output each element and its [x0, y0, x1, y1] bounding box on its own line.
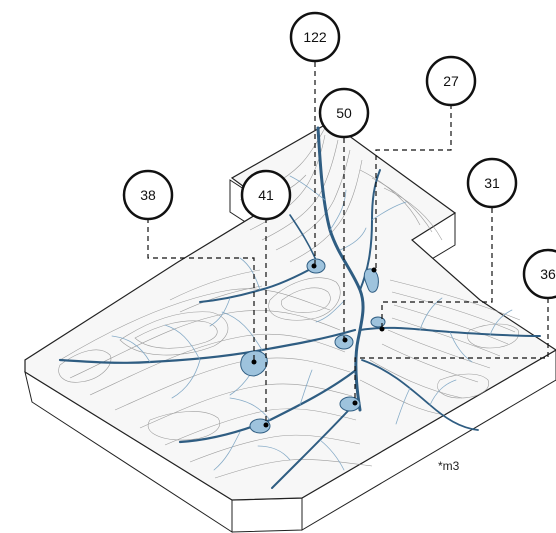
- west-branch: [58, 328, 357, 364]
- pond-2: [363, 268, 379, 293]
- unit-label: *m3: [438, 459, 460, 473]
- pond-marker: [263, 422, 269, 428]
- pond-marker: [379, 326, 385, 332]
- callout-label: 27: [443, 73, 459, 89]
- callout-label: 31: [484, 175, 500, 191]
- callout-label: 36: [540, 266, 556, 282]
- callout-label: 38: [140, 187, 156, 203]
- callout-36: 36: [522, 248, 556, 300]
- callout-label: 122: [303, 29, 327, 45]
- callout-31: 31: [466, 157, 518, 209]
- contour-lines: [58, 127, 521, 479]
- main-channel: [316, 126, 365, 412]
- block-front-wall: [231, 497, 303, 533]
- callout-label: 50: [336, 105, 352, 121]
- leader-38: [147, 218, 255, 362]
- callout-38: 38: [122, 169, 174, 221]
- stream-tributaries: [111, 175, 513, 471]
- pond-marker: [342, 337, 348, 343]
- leader-31: [381, 208, 493, 329]
- pond-7: [249, 418, 271, 434]
- callout-label: 41: [258, 187, 274, 203]
- south-branch: [271, 399, 359, 489]
- callout-41: 41: [240, 169, 292, 221]
- callout-27: 27: [425, 55, 477, 107]
- pond-marker: [311, 263, 317, 269]
- callout-50: 50: [318, 87, 370, 139]
- leader-36: [354, 298, 549, 403]
- leader-lines: [147, 62, 549, 425]
- pond-marker: [371, 267, 377, 273]
- pond-3: [370, 316, 386, 328]
- pond-marker: [251, 359, 257, 365]
- leader-27: [375, 104, 452, 270]
- callout-122: 122: [289, 11, 341, 63]
